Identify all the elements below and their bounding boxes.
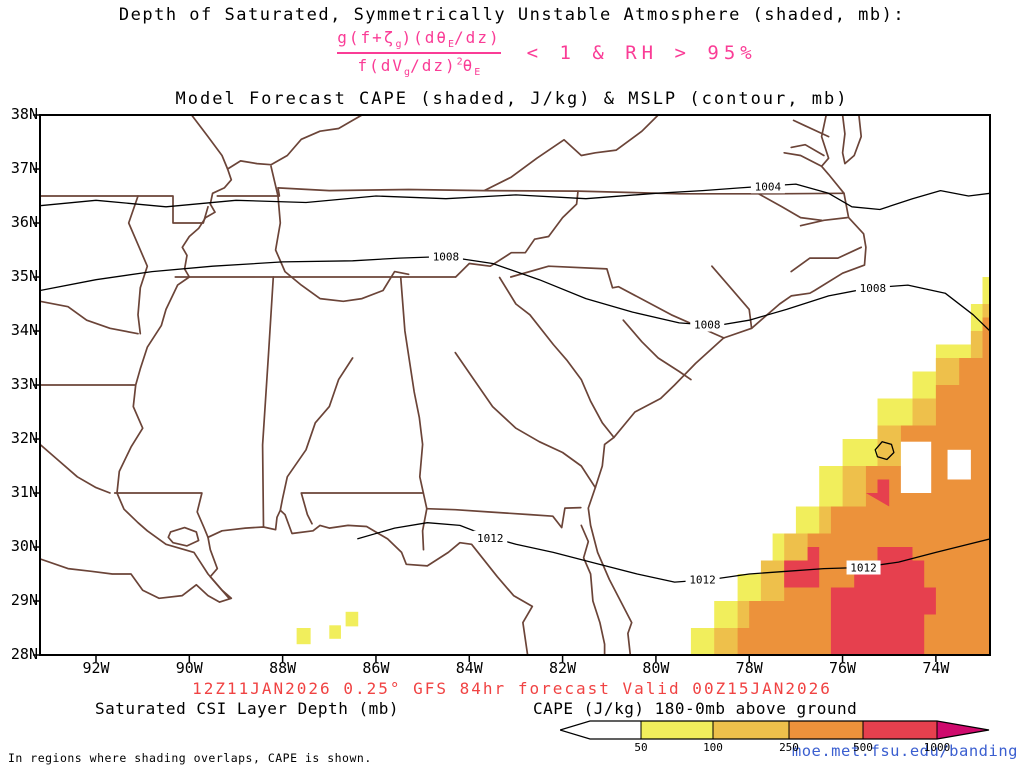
pamlico-sound (790, 246, 863, 273)
nc-tn-border (454, 190, 579, 278)
formula-denominator: f(dVg/dz)2θE (357, 56, 481, 79)
colorbar-tick-50: 50 (634, 741, 648, 754)
york-river (790, 143, 825, 157)
cape-fear-river (711, 265, 753, 330)
lon-label-90W: 90W (175, 659, 203, 677)
instability-formula: g(f+ζg)(dθE/dz) f(dVg/dz)2θE < 1 & RH > … (35, 28, 1024, 78)
svg-text:1012: 1012 (689, 573, 716, 586)
svg-text:1012: 1012 (477, 532, 504, 545)
ky-tn-va-nc-36-5N (216, 187, 845, 197)
apalachicola-river (421, 507, 428, 551)
gulf-coast (40, 509, 534, 655)
lon-label-76W: 76W (829, 659, 857, 677)
lat-label-38N: 38N (10, 105, 38, 123)
formula-condition: < 1 & RH > 95% (526, 42, 757, 65)
colorbar-tick-250: 250 (779, 741, 799, 754)
lake-pontchartrain (167, 526, 200, 547)
overlap-note: In regions where shading overlaps, CAPE … (8, 751, 372, 765)
va-ky-wv-border (483, 115, 660, 192)
source-link[interactable]: moe.met.fsu.edu/banding (791, 742, 1018, 760)
lon-label-84W: 84W (455, 659, 483, 677)
lat-label-37N: 37N (10, 159, 38, 177)
formula-numerator: g(f+ζg)(dθE/dz) (337, 28, 501, 51)
altamaha-river (454, 351, 597, 489)
st-johns-river (580, 524, 606, 655)
colorbar-tick-1000: 1000 (923, 741, 951, 754)
al-fl-31N-perdido (300, 492, 424, 525)
lat-label-36N: 36N (10, 213, 38, 231)
lat-label-33N: 33N (10, 375, 38, 393)
lon-label-78W: 78W (735, 659, 763, 677)
forecast-date-line: 12Z11JAN2026 0.25° GFS 84hr forecast Val… (192, 679, 832, 698)
roanoke-river (757, 192, 823, 222)
al-ms-border (261, 276, 275, 528)
cape-legend-label: CAPE (J/kg) 180-0mb above ground (533, 699, 858, 718)
atlantic-coast (587, 115, 867, 655)
cape-colorbar (560, 720, 990, 740)
james-river (783, 151, 823, 168)
svg-text:1008: 1008 (433, 250, 460, 263)
white-river (127, 195, 149, 335)
tennessee-river (270, 165, 410, 303)
svg-text:1012: 1012 (850, 562, 877, 575)
alabama-river (279, 357, 354, 512)
colorbar-tick-500: 500 (853, 741, 873, 754)
csi-legend-label: Saturated CSI Layer Depth (mb) (95, 699, 399, 718)
lat-label-30N: 30N (10, 537, 38, 555)
ga-al-border (399, 276, 428, 510)
missouri-bootheel (40, 195, 209, 224)
lon-label-88W: 88W (269, 659, 297, 677)
formula-fraction-bar (337, 52, 501, 55)
delmarva-peninsula (841, 115, 863, 165)
santee-river (622, 319, 692, 381)
title-line-1: Depth of Saturated, Symmetrically Unstab… (118, 5, 906, 25)
svg-text:1008: 1008 (860, 282, 887, 295)
lon-label-92W: 92W (82, 659, 110, 677)
ga-sc-border (498, 276, 615, 439)
title-line-2: Model Forecast CAPE (shaded, J/kg) & MSL… (175, 89, 849, 109)
lat-label-31N: 31N (10, 483, 38, 501)
lon-label-74W: 74W (922, 659, 950, 677)
lon-label-86W: 86W (362, 659, 390, 677)
red-river (40, 443, 111, 494)
map-canvas: 1004 1008 1008 1008 1012 1012 1012 (33, 114, 991, 662)
svg-text:1008: 1008 (694, 319, 721, 332)
ms-la-31N-pearl (113, 492, 209, 539)
svg-text:1004: 1004 (755, 180, 782, 193)
ohio-river (226, 115, 363, 170)
ga-fl-border (425, 506, 582, 529)
nc-sc-border (509, 265, 725, 339)
lon-label-82W: 82W (549, 659, 577, 677)
mississippi-river (116, 115, 233, 600)
lat-label-35N: 35N (10, 267, 38, 285)
lon-label-80W: 80W (642, 659, 670, 677)
rappahannock-river (792, 119, 830, 138)
colorbar-tick-100: 100 (703, 741, 723, 754)
formula-fraction: g(f+ζg)(dθE/dz) f(dVg/dz)2θE (337, 28, 501, 79)
lat-label-32N: 32N (10, 429, 38, 447)
lat-label-34N: 34N (10, 321, 38, 339)
albemarle-sound (799, 216, 849, 227)
lat-label-29N: 29N (10, 591, 38, 609)
arkansas-river (40, 300, 139, 335)
lat-label-28N: 28N (10, 645, 38, 663)
